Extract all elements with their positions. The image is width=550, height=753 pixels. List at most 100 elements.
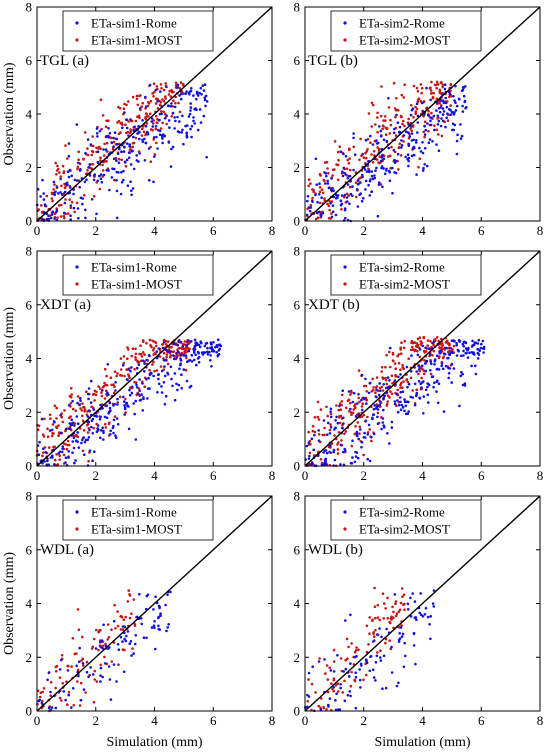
rome-point (198, 345, 202, 349)
rome-point (447, 376, 451, 380)
most-legend-marker (75, 527, 79, 531)
most-point (332, 689, 336, 693)
most-point (48, 413, 52, 417)
most-legend-label: ETa-sim2-MOST (359, 277, 450, 292)
most-point (365, 624, 369, 628)
rome-point (126, 404, 129, 407)
rome-point (139, 107, 142, 110)
rome-point (79, 397, 82, 400)
most-point (66, 703, 69, 706)
rome-point (328, 697, 332, 700)
most-point (133, 380, 136, 384)
y-tick-label: 0 (26, 214, 33, 229)
most-point (133, 624, 137, 627)
rome-point (365, 661, 369, 664)
rome-point (306, 693, 309, 697)
x-tick-label: 6 (210, 468, 217, 483)
rome-point (81, 438, 84, 442)
rome-point (310, 437, 314, 441)
most-point (432, 343, 435, 347)
rome-point (354, 455, 358, 458)
rome-point (482, 347, 486, 351)
rome-point (316, 200, 319, 204)
rome-point (370, 174, 374, 178)
most-point (423, 120, 427, 123)
most-point (178, 110, 182, 114)
most-point (350, 444, 354, 448)
rome-point (135, 386, 139, 389)
rome-point (352, 168, 355, 172)
rome-point (441, 99, 445, 102)
rome-point (182, 354, 186, 357)
rome-point (142, 396, 145, 399)
most-point (325, 405, 328, 409)
rome-point (196, 128, 200, 132)
most-point (334, 684, 338, 687)
y-tick-label: 6 (26, 297, 33, 312)
most-point (154, 102, 158, 105)
rome-point (46, 678, 49, 682)
most-point (328, 666, 332, 669)
rome-point (167, 623, 170, 626)
legend-box (330, 10, 482, 52)
rome-point (318, 182, 321, 185)
rome-point (453, 99, 456, 102)
rome-point (353, 153, 357, 156)
rome-point (447, 372, 451, 375)
most-point (170, 115, 173, 118)
most-point (71, 407, 75, 411)
rome-point (64, 456, 68, 460)
rome-point (54, 190, 57, 194)
rome-point (397, 640, 401, 643)
rome-point (460, 89, 464, 92)
most-point (67, 664, 70, 668)
rome-point (91, 459, 94, 463)
most-point (92, 637, 96, 641)
most-point (402, 96, 406, 99)
most-point (91, 645, 95, 649)
rome-point (444, 364, 448, 368)
rome-point (116, 397, 119, 401)
rome-point (454, 109, 458, 112)
rome-point (333, 458, 337, 462)
most-point (131, 347, 135, 351)
most-point (77, 628, 81, 631)
most-point (107, 119, 110, 122)
rome-point (150, 117, 154, 120)
most-point (446, 350, 450, 354)
most-point (148, 368, 151, 372)
rome-point (422, 166, 425, 170)
rome-point (358, 193, 361, 196)
most-point (136, 103, 140, 107)
rome-point (78, 646, 81, 650)
most-point (337, 441, 340, 444)
most-point (381, 592, 385, 595)
most-legend-label: ETa-sim1-MOST (91, 33, 182, 48)
most-point (101, 114, 105, 117)
most-point (109, 136, 113, 140)
rome-point (407, 144, 411, 147)
most-point (430, 111, 433, 115)
rome-point (369, 134, 372, 138)
most-point (411, 389, 415, 392)
most-point (320, 697, 323, 700)
most-point (155, 85, 159, 88)
most-point (143, 385, 146, 389)
most-point (321, 191, 325, 195)
x-tick-label: 6 (478, 223, 485, 238)
rome-point (87, 397, 90, 401)
most-point (86, 169, 89, 172)
most-point (372, 631, 375, 634)
rome-point (399, 408, 403, 412)
most-point (172, 90, 175, 94)
most-point (106, 623, 110, 626)
rome-point (442, 110, 446, 113)
rome-point (393, 593, 397, 596)
rome-point (192, 119, 195, 123)
most-point (370, 390, 374, 393)
rome-point (351, 400, 355, 404)
rome-point (429, 637, 432, 641)
rome-point (91, 432, 95, 435)
rome-point (176, 83, 180, 87)
most-point (311, 196, 314, 200)
